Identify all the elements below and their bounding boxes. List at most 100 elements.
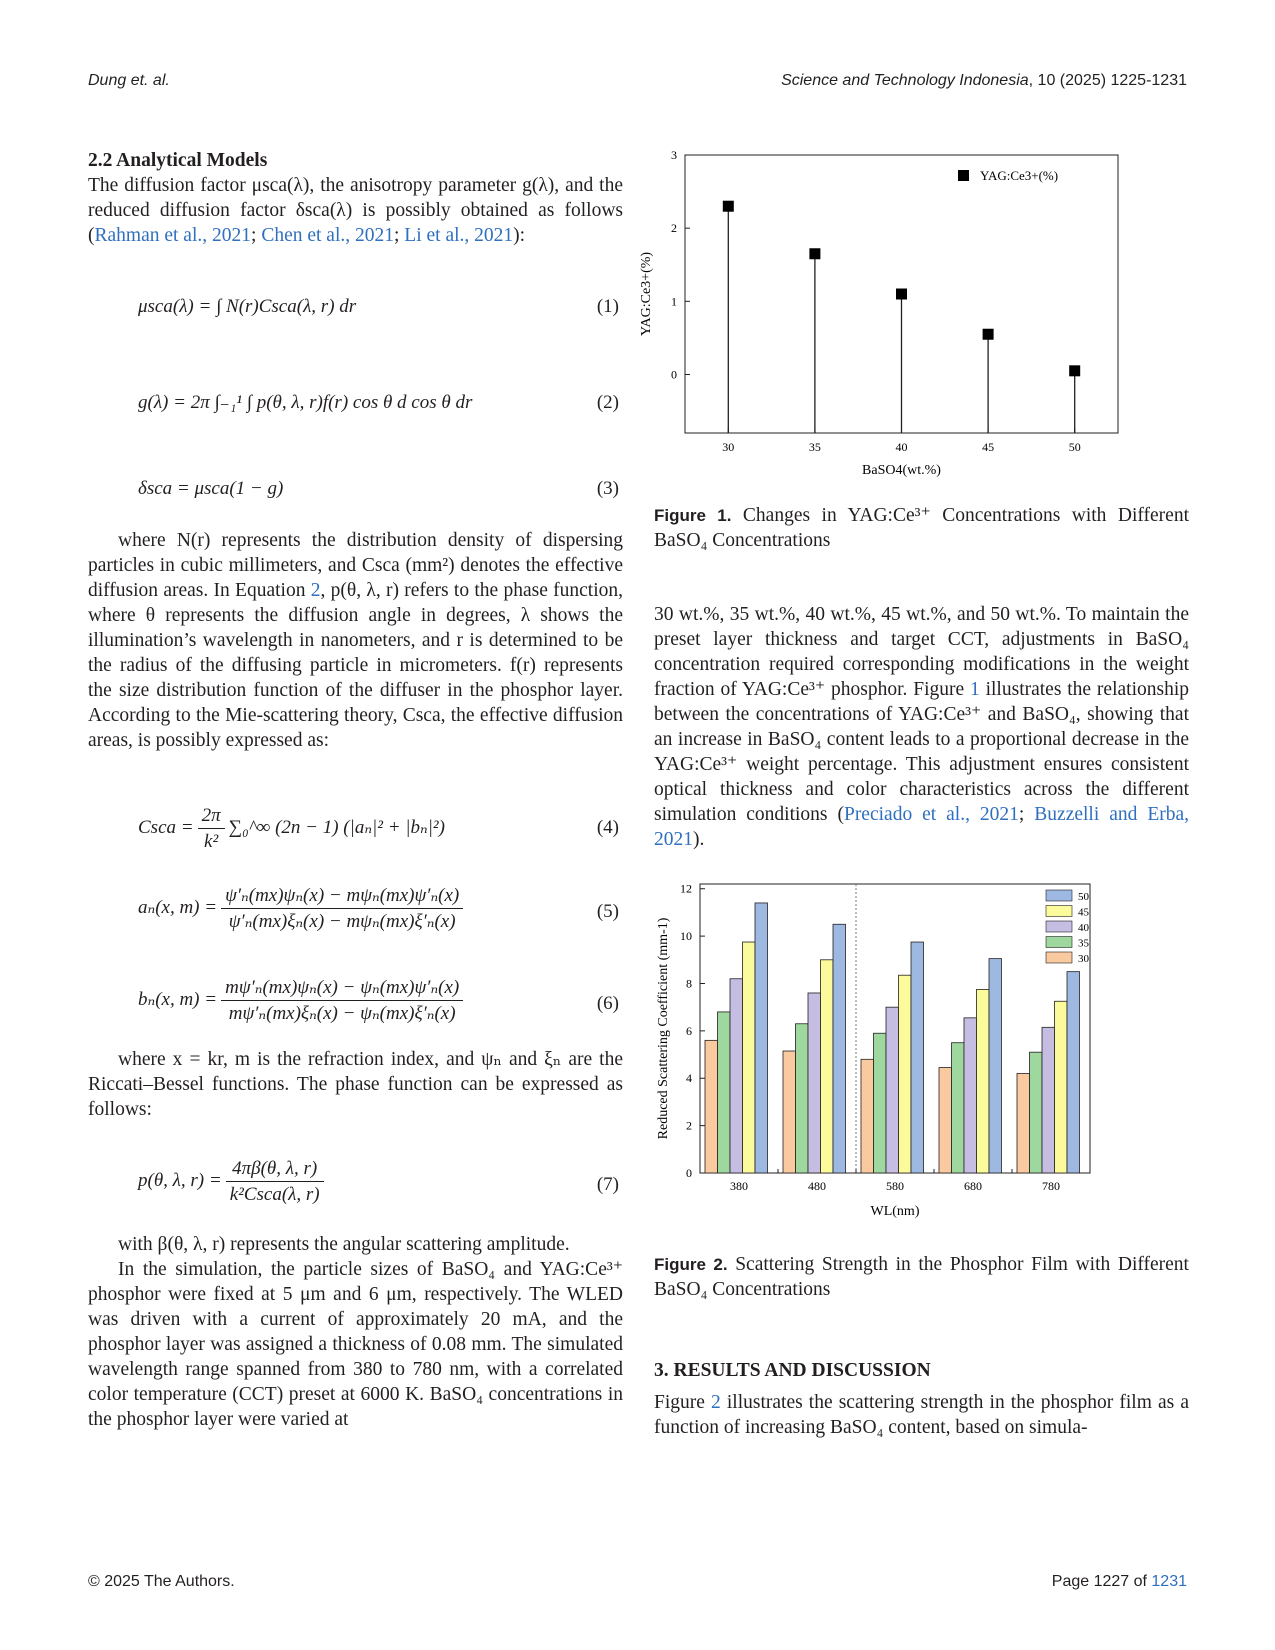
legend-marker: [958, 170, 969, 181]
equation-body: g(λ) = 2π ∫₋₁¹ ∫ p(θ, λ, r)f(r) cos θ d …: [138, 392, 473, 413]
legend-label: 40: [1078, 922, 1090, 934]
equation-number: (5): [596, 901, 619, 922]
equation-5: aₙ(x, m) = ψ′ₙ(mx)ψₙ(x) − mψₙ(mx)ψ′ₙ(x) ψ′…: [88, 879, 623, 949]
bar: [1029, 1051, 1043, 1174]
bar: [820, 959, 834, 1174]
equation-body: aₙ(x, m) = ψ′ₙ(mx)ψₙ(x) − mψₙ(mx)ψ′ₙ(x) ψ′…: [138, 883, 467, 934]
y-axis-label: YAG:Ce3+(%): [639, 252, 654, 336]
bar: [742, 941, 756, 1174]
y-tick-label: 0: [686, 1166, 692, 1180]
equation-body: p(θ, λ, r) = 4πβ(θ, λ, r) k²Csca(λ, r): [138, 1156, 328, 1207]
bar: [1041, 1026, 1055, 1174]
y-tick-label: 0: [671, 367, 677, 381]
y-tick-label: 8: [686, 976, 692, 990]
equation-1: μsca(λ) = ∫ N(r)Csca(λ, r) dr (1): [88, 280, 623, 340]
y-tick-label: 10: [680, 929, 692, 943]
x-axis-label: BaSO4(wt.%): [862, 463, 941, 478]
equation-number: (7): [596, 1174, 619, 1195]
figure-label: Figure 1.: [654, 506, 732, 525]
citation-link[interactable]: Rahman et al., 2021: [94, 225, 252, 246]
bar: [1054, 1000, 1068, 1174]
legend-swatch: [1045, 905, 1073, 917]
figure-link[interactable]: 2: [711, 1392, 721, 1413]
copyright-footer: © 2025 The Authors.: [88, 1573, 235, 1590]
y-tick-label: 2: [671, 221, 677, 235]
x-tick-label: 45: [982, 440, 994, 454]
equation-7: p(θ, λ, r) = 4πβ(θ, λ, r) k²Csca(λ, r) (7): [88, 1154, 623, 1224]
bar: [729, 978, 743, 1174]
bar: [782, 1050, 796, 1174]
x-tick-label: 680: [964, 1179, 982, 1193]
equation-number: (1): [596, 296, 619, 317]
bar: [795, 1023, 809, 1174]
bar: [1016, 1073, 1030, 1174]
citation-link[interactable]: Preciado et al., 2021: [843, 804, 1019, 825]
bar: [807, 992, 821, 1174]
y-tick-label: 6: [686, 1024, 692, 1038]
legend-swatch: [1045, 936, 1073, 948]
x-tick-label: 580: [886, 1179, 904, 1193]
running-header-journal: Science and Technology Indonesia, 10 (20…: [781, 72, 1187, 90]
bar: [754, 902, 768, 1174]
y-tick-label: 3: [671, 148, 677, 162]
legend-label: 50: [1078, 891, 1090, 903]
bar: [938, 1067, 952, 1174]
legend-swatch: [1045, 920, 1073, 933]
left-column: 2.2 Analytical Models The diffusion fact…: [88, 148, 623, 1432]
x-tick-label: 35: [809, 440, 821, 454]
bar: [976, 989, 990, 1174]
equation-4: Csca = 2π k² ∑₀^∞ (2n − 1) (|aₙ|² + |bₙ|²) …: [88, 793, 623, 863]
figure-2-caption: Figure 2. Scattering Strength in the Pho…: [654, 1254, 1189, 1300]
y-tick-label: 4: [686, 1071, 692, 1085]
figure-1-caption: Figure 1. Changes in YAG:Ce³⁺ Concentrat…: [654, 505, 1189, 551]
paragraph: 30 wt.%, 35 wt.%, 40 wt.%, 45 wt.%, and …: [654, 604, 1189, 850]
data-point: [722, 200, 734, 212]
paragraph: with β(θ, λ, r) represents the angular s…: [118, 1234, 570, 1255]
section-intro: The diffusion factor μsca(λ), the anisot…: [88, 175, 623, 246]
journal-name: Science and Technology Indonesia: [781, 72, 1029, 89]
paragraph: In the simulation, the particle sizes of…: [88, 1259, 623, 1430]
figure-label: Figure 2.: [654, 1255, 728, 1274]
equation-number: (4): [596, 817, 619, 838]
x-tick-label: 50: [1069, 440, 1081, 454]
legend-label: YAG:Ce3+(%): [980, 168, 1058, 183]
paragraph: where x = kr, m is the refraction index,…: [88, 1049, 623, 1120]
x-tick-label: 30: [722, 440, 734, 454]
total-pages-link[interactable]: 1231: [1151, 1573, 1187, 1590]
citation-link[interactable]: Li et al., 2021: [404, 225, 514, 246]
bar: [910, 941, 924, 1174]
x-tick-label: 40: [896, 440, 908, 454]
citation-link[interactable]: Chen et al., 2021: [261, 225, 394, 246]
equation-number: (3): [596, 478, 619, 499]
bar: [704, 1039, 718, 1174]
figure-link[interactable]: 1: [970, 679, 980, 700]
legend-label: 30: [1078, 953, 1090, 965]
legend-label: 35: [1078, 938, 1090, 950]
figure-2-chart: 0 2 4 6 8 10 12 380 480 580 680 780 WL(nm) Reduced Sc…: [656, 882, 1091, 1219]
section-heading-3: 3. RESULTS AND DISCUSSION: [654, 1360, 931, 1381]
equation-3: δsca = μsca(1 − g) (3): [88, 462, 623, 522]
equation-body: δsca = μsca(1 − g): [138, 478, 284, 499]
data-point: [809, 248, 821, 260]
legend-label: 45: [1078, 907, 1090, 919]
y-axis-label: Reduced Scattering Coefficient (mm-1): [656, 917, 671, 1139]
bar: [885, 1006, 899, 1174]
bar: [860, 1058, 874, 1174]
page-number: Page 1227 of 1231: [1051, 1573, 1187, 1590]
equation-body: Csca = 2π k² ∑₀^∞ (2n − 1) (|aₙ|² + |bₙ|²): [138, 805, 445, 852]
bar: [988, 958, 1002, 1174]
bar: [717, 1011, 731, 1174]
equation-body: bₙ(x, m) = mψ′ₙ(mx)ψₙ(x) − ψₙ(mx)ψ′ₙ(x) mψ…: [138, 975, 467, 1026]
citation-link[interactable]: Buzzelli and Erba, 2021: [654, 804, 1189, 850]
x-axis-label: WL(nm): [871, 1204, 920, 1219]
y-tick-label: 2: [686, 1119, 692, 1133]
equation-link[interactable]: 2: [310, 580, 321, 601]
y-tick-label: 12: [680, 882, 692, 896]
data-point: [1069, 365, 1081, 377]
paragraph: Figure 2 illustrates the scattering stre…: [654, 1392, 1189, 1438]
equation-number: (6): [596, 993, 619, 1014]
bar: [873, 1032, 887, 1174]
running-header-authors: Dung et. al.: [88, 72, 170, 89]
y-tick-label: 1: [671, 294, 677, 308]
data-point: [982, 328, 994, 340]
